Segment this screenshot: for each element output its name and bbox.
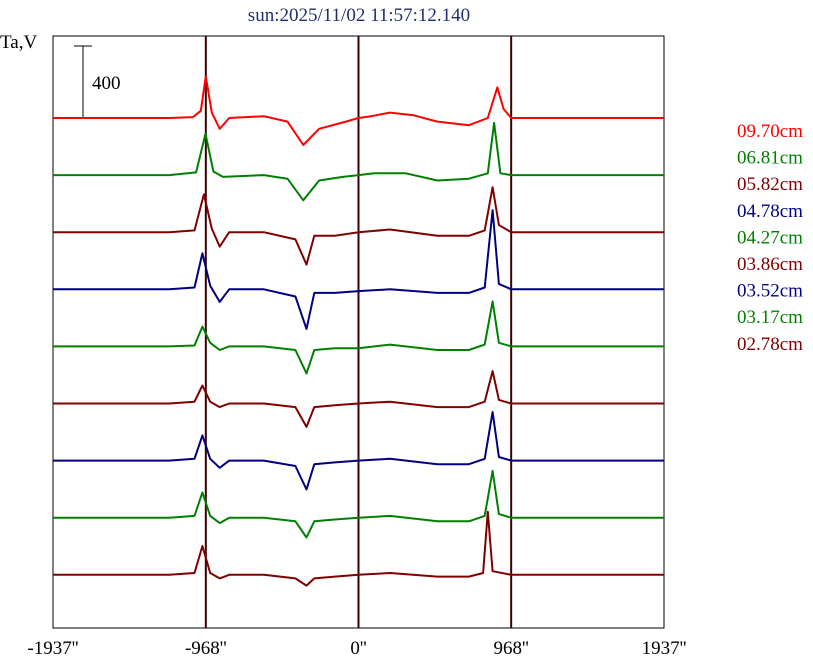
legend-entry: 03.86cm — [737, 254, 803, 275]
legend-entry: 06.81cm — [737, 148, 803, 169]
x-tick-label: -968'' — [185, 638, 227, 659]
x-tick-labels: -1937'' -968'' 0'' 968'' 1937'' — [27, 638, 686, 659]
series-trace-06.81cm — [53, 121, 664, 202]
series-trace-03.17cm — [53, 469, 664, 539]
legend-entry: 09.70cm — [737, 121, 803, 142]
x-tick-label: -1937'' — [27, 638, 78, 659]
series-trace-03.86cm — [53, 370, 664, 428]
legend-entry: 05.82cm — [737, 174, 803, 195]
scale-bar-label: 400 — [92, 73, 121, 94]
y-axis-label: Ta,V — [0, 32, 37, 53]
series-trace-05.82cm — [53, 186, 664, 266]
series-trace-02.78cm — [53, 510, 664, 587]
chart-title: sun:2025/11/02 11:57:12.140 — [248, 5, 470, 26]
series-trace-03.52cm — [53, 411, 664, 491]
legend-entry: 03.17cm — [737, 307, 803, 328]
series-traces — [53, 75, 664, 587]
legend: 09.70cm 06.81cm 05.82cm 04.78cm 04.27cm 03.86… — [737, 121, 803, 355]
legend-entry: 04.27cm — [737, 227, 803, 248]
series-trace-04.78cm — [53, 209, 664, 330]
legend-entry: 02.78cm — [737, 334, 803, 355]
scale-bar: 400 — [74, 45, 121, 119]
x-tick-label: 0'' — [350, 638, 366, 659]
series-trace-04.27cm — [53, 300, 664, 375]
x-tick-label: 1937'' — [642, 638, 687, 659]
legend-entry: 04.78cm — [737, 201, 803, 222]
series-trace-09.70cm — [53, 75, 664, 146]
x-tick-label: 968'' — [493, 638, 528, 659]
legend-entry: 03.52cm — [737, 281, 803, 302]
